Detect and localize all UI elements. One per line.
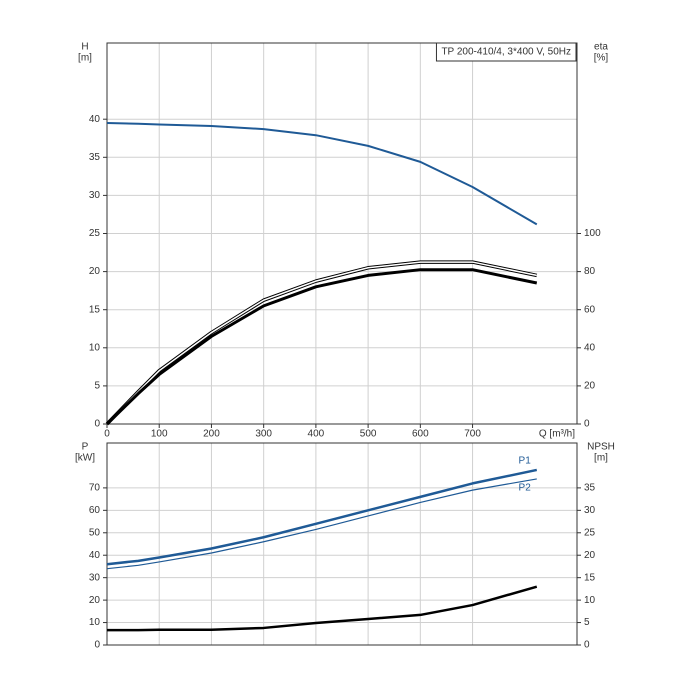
series-line bbox=[106, 122, 538, 226]
x-tick-label: 400 bbox=[308, 429, 325, 440]
y2-tick-label: 35 bbox=[584, 483, 596, 494]
plot-frame bbox=[106, 442, 578, 646]
y-tick-label: 40 bbox=[89, 550, 101, 561]
title-box bbox=[435, 42, 577, 62]
series-line bbox=[105, 268, 538, 426]
y-tick-label: 70 bbox=[89, 483, 101, 494]
x-tick-label: 100 bbox=[151, 429, 168, 440]
series-line-inner bbox=[106, 261, 537, 425]
y2-tick-label: 100 bbox=[584, 228, 601, 239]
y2-tick-label: 0 bbox=[584, 640, 590, 651]
y-axis-unit: [m] bbox=[78, 53, 92, 64]
y-tick-label: 20 bbox=[89, 266, 101, 277]
y-tick-label: 5 bbox=[94, 381, 100, 392]
y-axis-label: P bbox=[82, 442, 89, 453]
y-tick-label: 25 bbox=[89, 228, 101, 239]
y2-axis-unit: [m] bbox=[594, 453, 608, 464]
y2-tick-label: 0 bbox=[584, 419, 590, 430]
y2-tick-label: 30 bbox=[584, 505, 596, 516]
y2-tick-label: 25 bbox=[584, 527, 596, 538]
x-tick-label: 0 bbox=[104, 429, 110, 440]
y2-tick-label: 15 bbox=[584, 572, 596, 583]
x-tick-label: 200 bbox=[203, 429, 220, 440]
x-tick-label: 300 bbox=[255, 429, 272, 440]
y2-tick-label: 60 bbox=[584, 304, 596, 315]
y2-tick-label: 10 bbox=[584, 595, 596, 606]
y-axis-unit: [kW] bbox=[75, 453, 95, 464]
series-label: P2 bbox=[519, 483, 532, 494]
y-tick-label: 10 bbox=[89, 617, 101, 628]
x-axis-label: Q [m³/h] bbox=[539, 429, 575, 440]
series-line bbox=[107, 585, 538, 632]
series-line bbox=[106, 478, 537, 570]
y-tick-label: 30 bbox=[89, 572, 101, 583]
y-tick-label: 35 bbox=[89, 152, 101, 163]
x-tick-label: 600 bbox=[412, 429, 429, 440]
y-tick-label: 20 bbox=[89, 595, 101, 606]
y-axis-label: H bbox=[81, 42, 88, 53]
y2-axis-unit: [%] bbox=[594, 53, 609, 64]
chart-title: TP 200-410/4, 3*400 V, 50Hz bbox=[441, 47, 571, 58]
y2-tick-label: 40 bbox=[584, 342, 596, 353]
y-tick-label: 10 bbox=[89, 342, 101, 353]
y2-tick-label: 20 bbox=[584, 381, 596, 392]
y2-axis-label: NPSH bbox=[587, 442, 615, 453]
y-tick-label: 0 bbox=[94, 640, 100, 651]
y2-tick-label: 80 bbox=[584, 266, 596, 277]
x-tick-label: 500 bbox=[360, 429, 377, 440]
y-tick-label: 0 bbox=[94, 419, 100, 430]
y2-axis-label: eta bbox=[594, 42, 608, 53]
series-line bbox=[106, 468, 538, 566]
y-tick-label: 15 bbox=[89, 304, 101, 315]
y-tick-label: 40 bbox=[89, 114, 101, 125]
y-tick-label: 30 bbox=[89, 190, 101, 201]
y2-tick-label: 5 bbox=[584, 617, 590, 628]
series-label: P1 bbox=[519, 456, 532, 467]
y-tick-label: 50 bbox=[89, 527, 101, 538]
x-tick-label: 700 bbox=[464, 429, 481, 440]
y2-tick-label: 20 bbox=[584, 550, 596, 561]
y-tick-label: 60 bbox=[89, 505, 101, 516]
